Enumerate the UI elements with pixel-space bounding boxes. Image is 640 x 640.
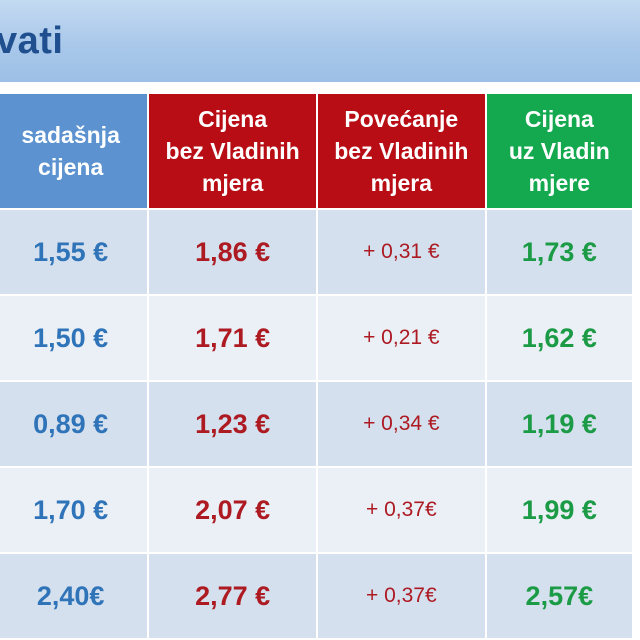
header-increase-without-measures: Povećanje bez Vladinih mjera <box>316 94 487 210</box>
cell-price-with-measures: 1,62 € <box>485 295 635 382</box>
cell-price-without-measures: 2,77 € <box>148 553 318 640</box>
cell-increase: + 0,37€ <box>316 553 487 640</box>
cell-current-price: 1,50 € <box>0 295 150 382</box>
cell-current-price: 0,89 € <box>0 381 150 468</box>
table-row: 1,70 € 2,07 € + 0,37€ 1,99 € <box>0 467 635 554</box>
cell-increase: + 0,21 € <box>316 295 487 382</box>
header-current-price: sadašnja cijena <box>0 94 150 210</box>
header-row: sadašnja cijena Cijena bez Vladinih mjer… <box>0 94 635 210</box>
price-table: sadašnja cijena Cijena bez Vladinih mjer… <box>0 94 635 640</box>
table-row: 2,40€ 2,77 € + 0,37€ 2,57€ <box>0 553 635 640</box>
cell-price-without-measures: 1,23 € <box>148 381 318 468</box>
cell-price-with-measures: 1,73 € <box>485 209 635 296</box>
cell-price-with-measures: 2,57€ <box>485 553 635 640</box>
cell-price-with-measures: 1,19 € <box>485 381 635 468</box>
cell-price-without-measures: 2,07 € <box>148 467 318 554</box>
cell-current-price: 1,55 € <box>0 209 150 296</box>
cell-current-price: 2,40€ <box>0 553 150 640</box>
cell-increase: + 0,37€ <box>316 467 487 554</box>
cell-price-with-measures: 1,99 € <box>485 467 635 554</box>
page-title: vati <box>0 20 64 62</box>
cell-current-price: 1,70 € <box>0 467 150 554</box>
header-price-with-measures: Cijena uz Vladin mjere <box>485 94 635 210</box>
header-price-without-measures: Cijena bez Vladinih mjera <box>148 94 318 210</box>
cell-price-without-measures: 1,71 € <box>148 295 318 382</box>
title-banner: vati <box>0 0 640 82</box>
cell-increase: + 0,31 € <box>316 209 487 296</box>
table-row: 0,89 € 1,23 € + 0,34 € 1,19 € <box>0 381 635 468</box>
table-row: 1,50 € 1,71 € + 0,21 € 1,62 € <box>0 295 635 382</box>
table-row: 1,55 € 1,86 € + 0,31 € 1,73 € <box>0 209 635 296</box>
cell-increase: + 0,34 € <box>316 381 487 468</box>
cell-price-without-measures: 1,86 € <box>148 209 318 296</box>
